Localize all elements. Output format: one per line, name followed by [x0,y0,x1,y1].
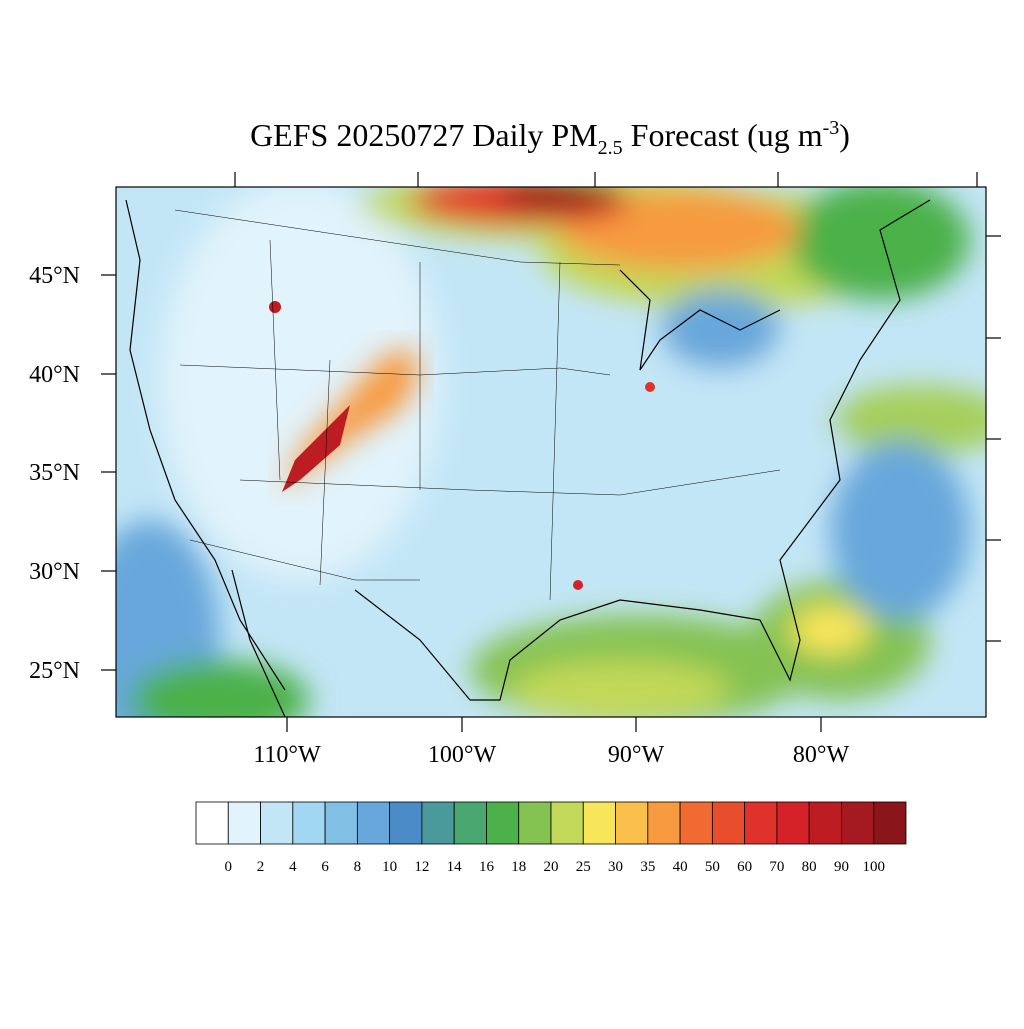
colorbar-label: 90 [834,859,849,875]
colorbar-box [582,801,616,845]
colorbar-box [421,801,455,845]
colorbar-box [711,801,746,845]
colorbar-label: 2 [257,859,265,875]
colorbar-box [518,801,552,845]
colorbar-box [227,801,261,845]
colorbar-label: 50 [705,859,720,875]
lat-label: 35°N [29,460,80,486]
colorbar-label: 40 [673,859,688,875]
colorbar-label: 6 [321,859,329,875]
colorbar-label: 0 [225,859,233,875]
title-superscript: -3 [823,117,840,139]
colorbar-box [356,801,391,845]
colorbar-label: 8 [354,859,362,875]
colorbar-box [841,801,875,845]
title-text: ) [839,117,850,153]
colorbar-box [550,801,584,845]
colorbar-label: 80 [802,859,817,875]
colorbar-box [615,801,649,845]
lat-label: 45°N [29,263,80,289]
lon-label: 110°W [253,742,321,768]
colorbar-box [776,801,810,845]
colorbar-label: 18 [511,859,526,875]
colorbar-box [679,801,713,845]
title-text: GEFS 20250727 Daily PM [250,117,598,153]
title-text: Forecast (ug m [623,117,823,153]
lon-label: 80°W [793,742,850,768]
title: GEFS 20250727 Daily PM2.5 Forecast (ug m… [250,117,850,159]
colorbar-label: 20 [544,859,559,875]
lat-label: 30°N [29,559,80,585]
colorbar-label: 12 [414,859,429,875]
colorbar-box [324,801,358,845]
colorbar-label: 70 [769,859,784,875]
colorbar-box [808,801,842,845]
colorbar-label: 14 [447,859,463,875]
colorbar-box [453,801,487,845]
map-field [116,187,986,717]
colorbar-box [389,801,423,845]
colorbar-box [873,801,907,845]
lon-label: 100°W [428,742,497,768]
colorbar-label: 16 [479,859,495,875]
colorbar-label: 10 [382,859,397,875]
lon-label: 90°W [608,742,665,768]
colorbar-box [195,801,229,845]
title-subscript: 2.5 [598,137,623,159]
colorbar-label: 60 [737,859,752,875]
colorbar-label: 30 [608,859,623,875]
colorbar-label: 35 [640,859,655,875]
colorbar-box [744,801,778,845]
lat-label: 25°N [29,658,80,684]
map-ticks [101,172,1001,732]
colorbar-box [647,801,681,845]
colorbar-label: 25 [576,859,591,875]
colorbar-label: 100 [862,859,885,875]
colorbar-box [292,801,326,845]
colorbar-label: 4 [289,859,297,875]
map-frame [115,186,987,718]
colorbar-box [260,801,294,845]
lat-label: 40°N [29,362,80,388]
colorbar-box [486,801,520,845]
